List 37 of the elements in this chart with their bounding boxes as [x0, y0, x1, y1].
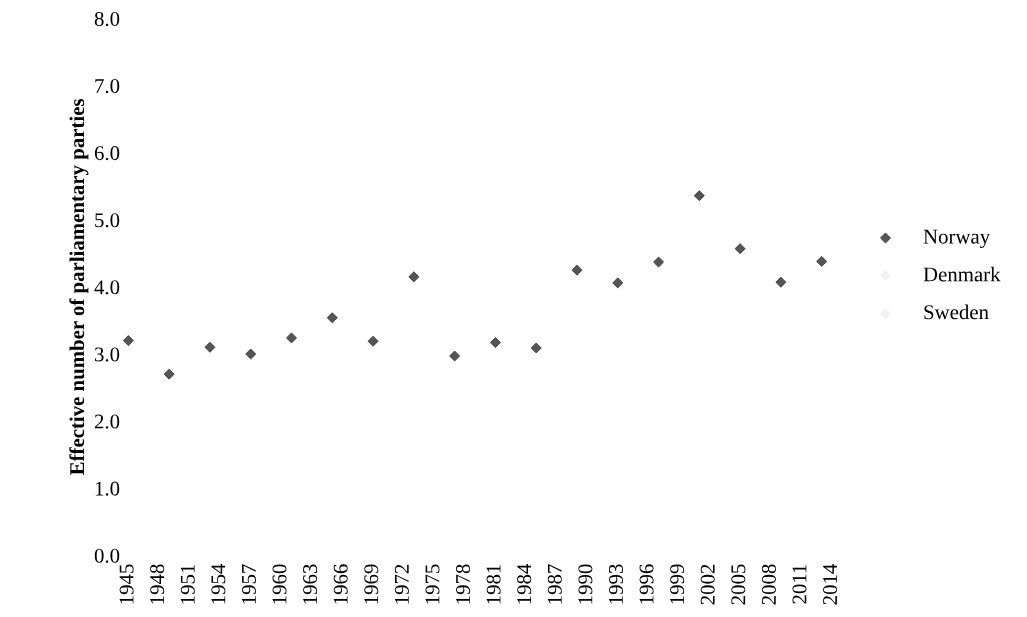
legend-label: Denmark	[923, 266, 1001, 282]
x-tick-label: 1990	[578, 564, 593, 604]
x-tick-label: 1945	[119, 564, 134, 604]
y-tick-label: 5.0	[95, 213, 120, 228]
x-tick-label: 1954	[211, 563, 226, 604]
x-tick-label: 2014	[823, 563, 838, 605]
legend-label: Norway	[923, 229, 991, 248]
y-tick-label: 1.0	[95, 481, 120, 496]
x-tick-label: 1987	[547, 564, 562, 604]
x-tick-label: 2008	[761, 564, 776, 605]
x-tick-label: 1981	[486, 564, 501, 604]
x-tick-label: 1948	[150, 564, 165, 604]
x-tick-label: 1951	[180, 564, 195, 604]
x-tick-label: 2011	[792, 564, 807, 604]
y-tick-label: 7.0	[95, 78, 120, 94]
x-tick-label: 2002	[700, 564, 715, 605]
y-axis-title: Effective number of parliamentary parties	[69, 98, 89, 475]
y-tick-label: 3.0	[95, 347, 120, 362]
x-tick-label: 1993	[608, 564, 623, 604]
y-tick-label: 6.0	[94, 146, 120, 161]
x-tick-label: 1996	[639, 564, 654, 604]
y-tick-label: 4.0	[94, 280, 120, 295]
x-tick-label: 1975	[425, 564, 440, 604]
x-tick-label: 1969	[364, 564, 379, 604]
x-tick-label: 1984	[517, 563, 532, 604]
y-tick-label: 2.0	[94, 414, 120, 429]
x-tick-label: 1972	[394, 564, 409, 604]
x-tick-label: 1963	[303, 564, 318, 604]
x-tick-label: 1957	[241, 564, 256, 604]
y-tick-label: 8.0	[94, 11, 120, 27]
x-tick-label: 1960	[272, 564, 287, 604]
legend-label: Sweden	[924, 304, 989, 320]
x-tick-label: 1978	[455, 564, 471, 604]
y-tick-label: 0.0	[94, 548, 120, 563]
x-tick-label: 2005	[731, 564, 746, 605]
x-tick-label: 1999	[670, 564, 685, 604]
x-tick-label: 1966	[333, 564, 348, 604]
